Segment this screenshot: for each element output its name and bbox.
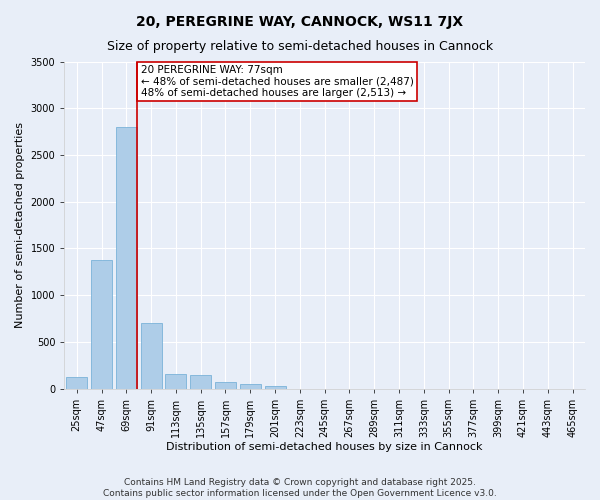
Bar	[190, 374, 211, 388]
Bar	[215, 382, 236, 388]
Bar	[240, 384, 261, 388]
Bar	[140, 323, 161, 388]
Y-axis label: Number of semi-detached properties: Number of semi-detached properties	[15, 122, 25, 328]
X-axis label: Distribution of semi-detached houses by size in Cannock: Distribution of semi-detached houses by …	[166, 442, 483, 452]
Text: 20, PEREGRINE WAY, CANNOCK, WS11 7JX: 20, PEREGRINE WAY, CANNOCK, WS11 7JX	[136, 15, 464, 29]
Text: Size of property relative to semi-detached houses in Cannock: Size of property relative to semi-detach…	[107, 40, 493, 53]
Bar	[91, 260, 112, 388]
Bar	[116, 127, 137, 388]
Bar	[66, 378, 87, 388]
Bar	[166, 374, 187, 388]
Text: 20 PEREGRINE WAY: 77sqm
← 48% of semi-detached houses are smaller (2,487)
48% of: 20 PEREGRINE WAY: 77sqm ← 48% of semi-de…	[140, 65, 413, 98]
Bar	[265, 386, 286, 388]
Text: Contains HM Land Registry data © Crown copyright and database right 2025.
Contai: Contains HM Land Registry data © Crown c…	[103, 478, 497, 498]
